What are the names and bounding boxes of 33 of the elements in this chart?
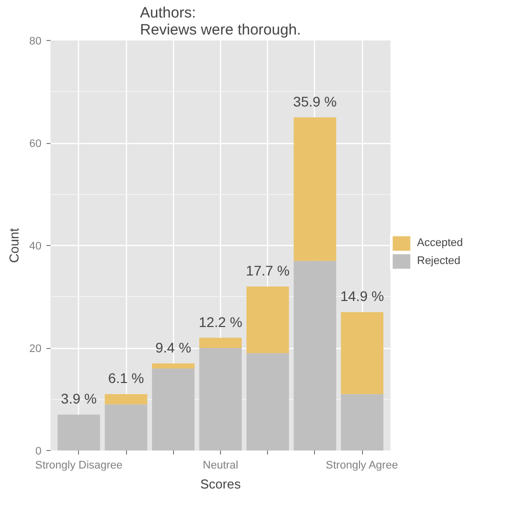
bar [340,312,384,394]
annotation: 12.2 % [198,314,242,330]
x-axis-title: Scores [200,476,242,492]
bar [294,117,336,261]
y-tick-label: 60 [29,138,42,150]
annotation: 9.4 % [155,339,192,356]
y-tick-label: 80 [29,36,42,48]
x-tick-label: Strongly Agree [326,460,398,472]
annotation: 14.9 % [340,288,384,304]
bar [104,404,148,450]
x-tick-label: Neutral [202,460,238,472]
bar [340,394,384,450]
legend-label: Accepted [417,237,463,249]
annotation: 3.9 % [60,390,97,407]
bar [294,260,336,450]
y-tick-label: 40 [29,240,42,252]
bar [152,363,195,368]
bar [199,338,242,348]
bar [58,414,100,450]
y-tick-label: 0 [35,446,42,458]
bar [246,353,289,450]
annotation: 6.1 % [108,370,144,386]
x-tick-label: Strongly Disagree [35,460,123,472]
y-axis-title: Count [6,228,22,263]
bar [152,368,195,450]
chart-title: Authors: Reviews were thorough. [140,4,301,38]
bar [246,286,289,354]
y-tick-label: 20 [29,343,42,355]
bar [104,394,148,404]
legend-label: Rejected [417,255,460,267]
annotation: 35.9 % [293,93,337,110]
annotation: 17.7 % [246,262,290,278]
bar [199,348,242,450]
